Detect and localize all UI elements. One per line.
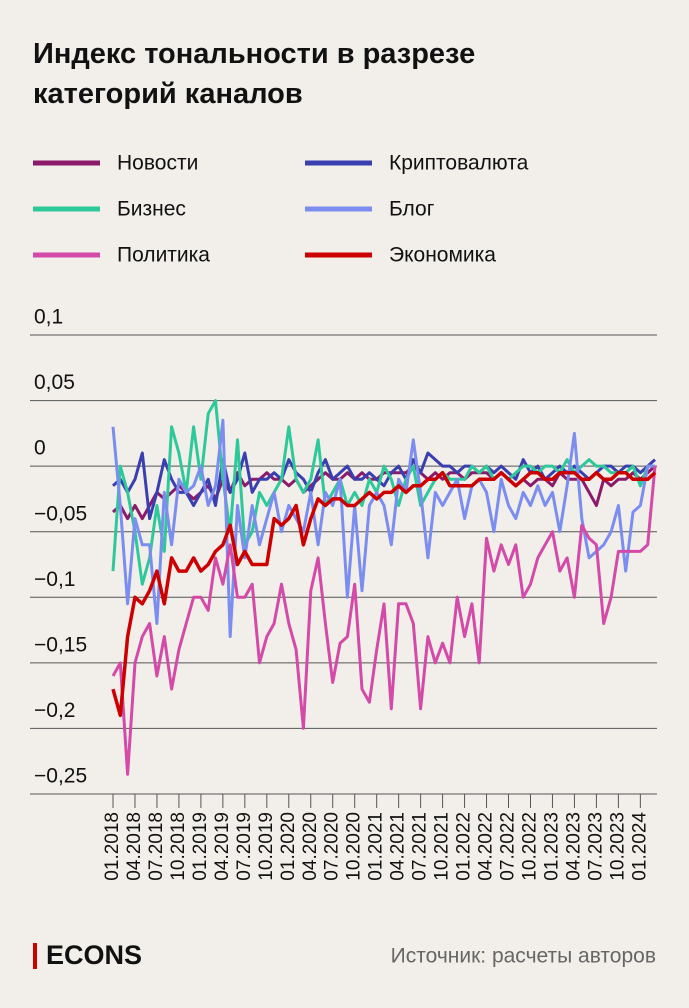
- x-tick-label: 10.2022: [520, 812, 541, 881]
- y-tick-label: 0,1: [34, 306, 63, 329]
- y-tick-label: 0,05: [34, 371, 75, 394]
- logo-bar: [33, 943, 37, 969]
- x-tick-label: 10.2020: [344, 812, 365, 881]
- x-tick-label: 10.2018: [168, 812, 189, 881]
- x-tick-label: 07.2023: [585, 812, 606, 881]
- x-tick-label: 04.2023: [563, 812, 584, 881]
- x-tick-label: 01.2022: [454, 812, 475, 881]
- x-tick-label: 04.2018: [124, 812, 145, 881]
- series-line: [111, 418, 655, 639]
- x-tick-label: 07.2022: [498, 812, 519, 881]
- logo: ECONS: [46, 940, 142, 970]
- y-tick-label: −0,1: [34, 568, 75, 591]
- y-tick-label: −0,25: [34, 765, 87, 788]
- x-tick-label: 01.2023: [541, 812, 562, 881]
- y-tick-label: −0,05: [34, 502, 87, 525]
- x-tick-label: 01.2019: [190, 812, 211, 881]
- x-tick-label: 01.2024: [629, 812, 650, 881]
- chart-title: Индекс тональности в разрезе категорий к…: [33, 38, 476, 110]
- legend-label: Блог: [389, 198, 435, 221]
- legend-label: Бизнес: [117, 198, 186, 221]
- x-tick-label: 07.2020: [322, 812, 343, 881]
- series-line: [111, 399, 655, 586]
- series-line: [111, 470, 657, 718]
- x-tick-label: 07.2021: [410, 812, 431, 881]
- x-tick-label: 04.2021: [388, 812, 409, 881]
- legend-label: Экономика: [389, 244, 496, 267]
- x-tick-label: 07.2019: [234, 812, 255, 881]
- x-tick-label: 01.2018: [102, 812, 123, 881]
- legend-label: Политика: [117, 244, 210, 267]
- x-tick-label: 04.2019: [212, 812, 233, 881]
- x-tick-label: 10.2021: [432, 812, 453, 881]
- y-tick-label: −0,15: [34, 633, 87, 656]
- x-tick-label: 04.2022: [476, 812, 497, 881]
- source: Источник: расчеты авторов: [391, 945, 656, 968]
- legend-label: Новости: [117, 152, 198, 175]
- y-tick-label: 0: [34, 437, 46, 460]
- x-tick-label: 10.2019: [256, 812, 277, 881]
- x-tick-label: 07.2018: [146, 812, 167, 881]
- x-tick-label: 01.2020: [278, 812, 299, 881]
- x-tick-label: 01.2021: [366, 812, 387, 881]
- series-line: [111, 465, 657, 776]
- y-tick-label: −0,2: [34, 699, 75, 722]
- series-line: [112, 451, 656, 521]
- legend-label: Криптовалюта: [389, 152, 529, 175]
- x-tick-label: 10.2023: [607, 812, 628, 881]
- x-tick-label: 04.2020: [300, 812, 321, 881]
